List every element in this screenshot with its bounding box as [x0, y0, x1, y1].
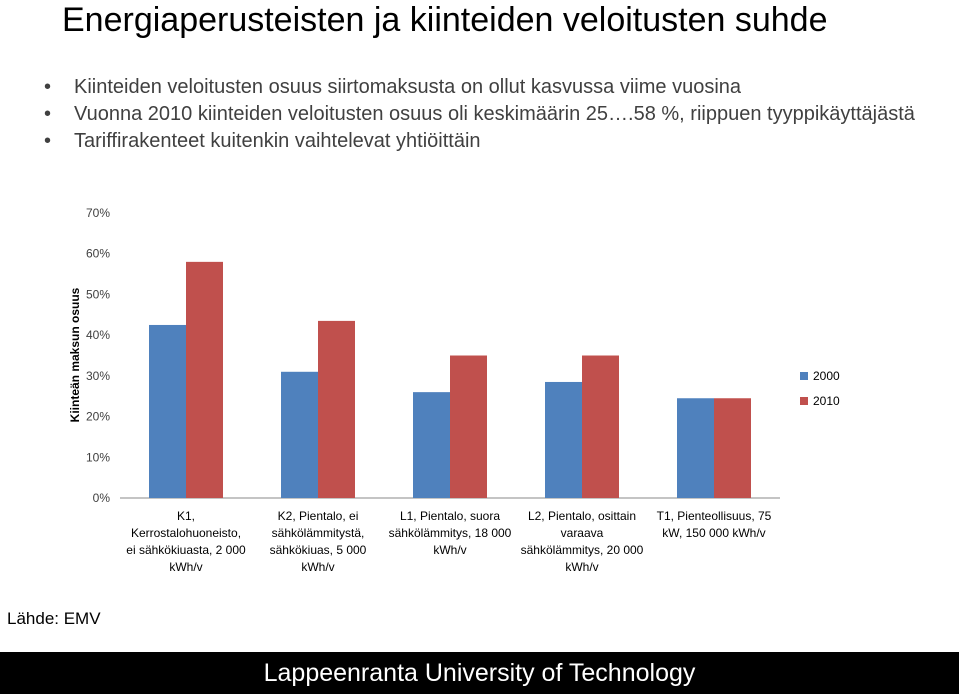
legend-swatch-2010: [800, 397, 808, 405]
x-tick-label: kWh/v: [565, 560, 598, 574]
x-tick-label: L1, Pientalo, suora: [400, 509, 500, 523]
x-tick-label: K1,: [177, 509, 195, 523]
y-tick-label: 60%: [86, 247, 110, 261]
x-tick-label: Kerrostalohuoneisto,: [131, 526, 241, 540]
bullet-item: Tariffirakenteet kuitenkin vaihtelevat y…: [44, 128, 944, 155]
bullet-list: Kiinteiden veloitusten osuus siirtomaksu…: [44, 74, 944, 155]
x-tick-label: kWh/v: [301, 560, 334, 574]
bar-2000: [677, 398, 714, 498]
x-tick-label: varaava: [561, 526, 604, 540]
bar-2010: [714, 398, 751, 498]
legend-label: 2010: [813, 394, 840, 408]
bar-2000: [413, 392, 450, 498]
footer-text: Lappeenranta University of Technology: [263, 659, 696, 687]
x-tick-label: L2, Pientalo, osittain: [528, 509, 636, 523]
y-tick-label: 40%: [86, 328, 110, 342]
slide-title: Energiaperusteisten ja kiinteiden veloit…: [62, 1, 828, 39]
bar-chart: 0% 10% 20% 30% 40% 50% 60% 70% Kiinteän maksun o…: [68, 206, 840, 574]
bar-2000: [149, 324, 186, 498]
bullet-item: Kiinteiden veloitusten osuus siirtomaksu…: [44, 74, 944, 101]
footer-bar: Lappeenranta University of Technology: [0, 652, 959, 694]
x-tick-label: K2, Pientalo, ei: [278, 509, 359, 523]
y-tick-label: 0%: [93, 491, 111, 505]
x-tick-label: kWh/v: [169, 560, 202, 574]
x-tick-label: sähkökiuas, 5 000: [270, 543, 367, 557]
x-tick-label: sähkölämmitystä,: [272, 526, 365, 540]
bar-2000: [545, 381, 582, 498]
source-note: Lähde: EMV: [7, 609, 101, 628]
x-tick-label: kW, 150 000 kWh/v: [662, 526, 765, 540]
x-tick-label: T1, Pienteollisuus, 75: [657, 509, 772, 523]
y-tick-label: 30%: [86, 369, 110, 383]
legend-swatch-2000: [800, 372, 808, 380]
y-tick-label: 10%: [86, 450, 110, 464]
x-tick-label: kWh/v: [433, 543, 466, 557]
y-tick-label: 70%: [86, 206, 110, 220]
x-tick-label: sähkölämmitys, 20 000: [521, 543, 644, 557]
y-tick-label: 50%: [86, 287, 110, 301]
y-axis-label: Kiinteän maksun osuus: [68, 287, 82, 422]
bullet-item: Vuonna 2010 kiinteiden veloitusten osuus…: [44, 101, 944, 128]
bar-2010: [186, 261, 223, 498]
bar-2000: [281, 371, 318, 498]
legend-label: 2000: [813, 369, 840, 383]
bar-2010: [450, 355, 487, 498]
x-tick-label: sähkölämmitys, 18 000: [389, 526, 512, 540]
bar-2010: [318, 320, 355, 498]
y-tick-label: 20%: [86, 410, 110, 424]
x-tick-label: ei sähkökiuasta, 2 000: [126, 543, 246, 557]
bar-2010: [582, 355, 619, 498]
